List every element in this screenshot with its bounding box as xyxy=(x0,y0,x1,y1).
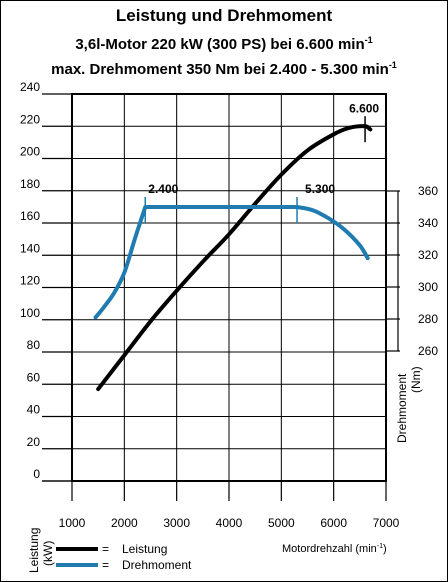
y-right-label-line1: Drehmoment xyxy=(395,373,409,443)
x-tick-6000: 6000 xyxy=(320,516,347,530)
y-left-tick-80: 80 xyxy=(27,338,41,352)
x-axis-label: Motordrehzahl (min-1) xyxy=(282,543,387,555)
x-tick-5000: 5000 xyxy=(268,516,295,530)
marker-label-0: 6.600 xyxy=(349,101,379,115)
y-left-tick-120: 120 xyxy=(20,274,40,288)
legend-label-torque: Drehmoment xyxy=(122,558,192,572)
marker-label-2: 5.300 xyxy=(305,182,335,196)
x-tick-3000: 3000 xyxy=(163,516,190,530)
ticks: 1000 2000 3000 4000 5000 6000 7000 0 20 40 60 80 100… xyxy=(20,80,438,530)
x-tick-7000: 7000 xyxy=(373,516,400,530)
y-left-tick-180: 180 xyxy=(20,177,40,191)
legend-label-power: Leistung xyxy=(122,542,167,556)
y-right-label-line2: (Nm) xyxy=(409,366,423,393)
chart-subtitle-torque: max. Drehmoment 350 Nm bei 2.400 - 5.300… xyxy=(51,60,397,78)
y-left-tick-240: 240 xyxy=(20,80,40,94)
y-left-tick-40: 40 xyxy=(27,403,41,417)
y-right-tick-340: 340 xyxy=(418,216,438,230)
y-left-tick-160: 160 xyxy=(20,209,40,223)
y-right-tick-280: 280 xyxy=(418,312,438,326)
series-line-leistung xyxy=(96,124,373,392)
y-left-tick-220: 220 xyxy=(20,112,40,126)
y-left-label-line1: Leistung xyxy=(27,528,41,573)
marker-label-1: 2.400 xyxy=(148,182,178,196)
y-left-label-line2: (kW) xyxy=(41,541,55,566)
series xyxy=(93,124,373,392)
chart-subtitle-power: 3,6l-Motor 220 kW (300 PS) bei 6.600 min… xyxy=(75,35,373,53)
y-left-tick-200: 200 xyxy=(20,145,40,159)
y-left-tick-60: 60 xyxy=(27,370,41,384)
chart-title: Leistung und Drehmoment xyxy=(115,6,333,25)
y-right-tick-260: 260 xyxy=(418,344,438,358)
y-right-tick-320: 320 xyxy=(418,248,438,262)
legend-eq-power: = xyxy=(102,542,109,556)
legend-eq-torque: = xyxy=(102,558,109,572)
y-left-tick-20: 20 xyxy=(27,435,41,449)
x-tick-4000: 4000 xyxy=(216,516,243,530)
y-left-tick-0: 0 xyxy=(33,467,40,481)
series-line-drehmoment xyxy=(93,205,370,320)
y-left-tick-140: 140 xyxy=(20,241,40,255)
x-tick-2000: 2000 xyxy=(111,516,138,530)
y-right-tick-300: 300 xyxy=(418,280,438,294)
markers: 6.600 2.400 5.300 xyxy=(144,101,379,223)
x-tick-1000: 1000 xyxy=(59,516,86,530)
y-right-tick-360: 360 xyxy=(418,184,438,198)
y-left-tick-100: 100 xyxy=(20,306,40,320)
